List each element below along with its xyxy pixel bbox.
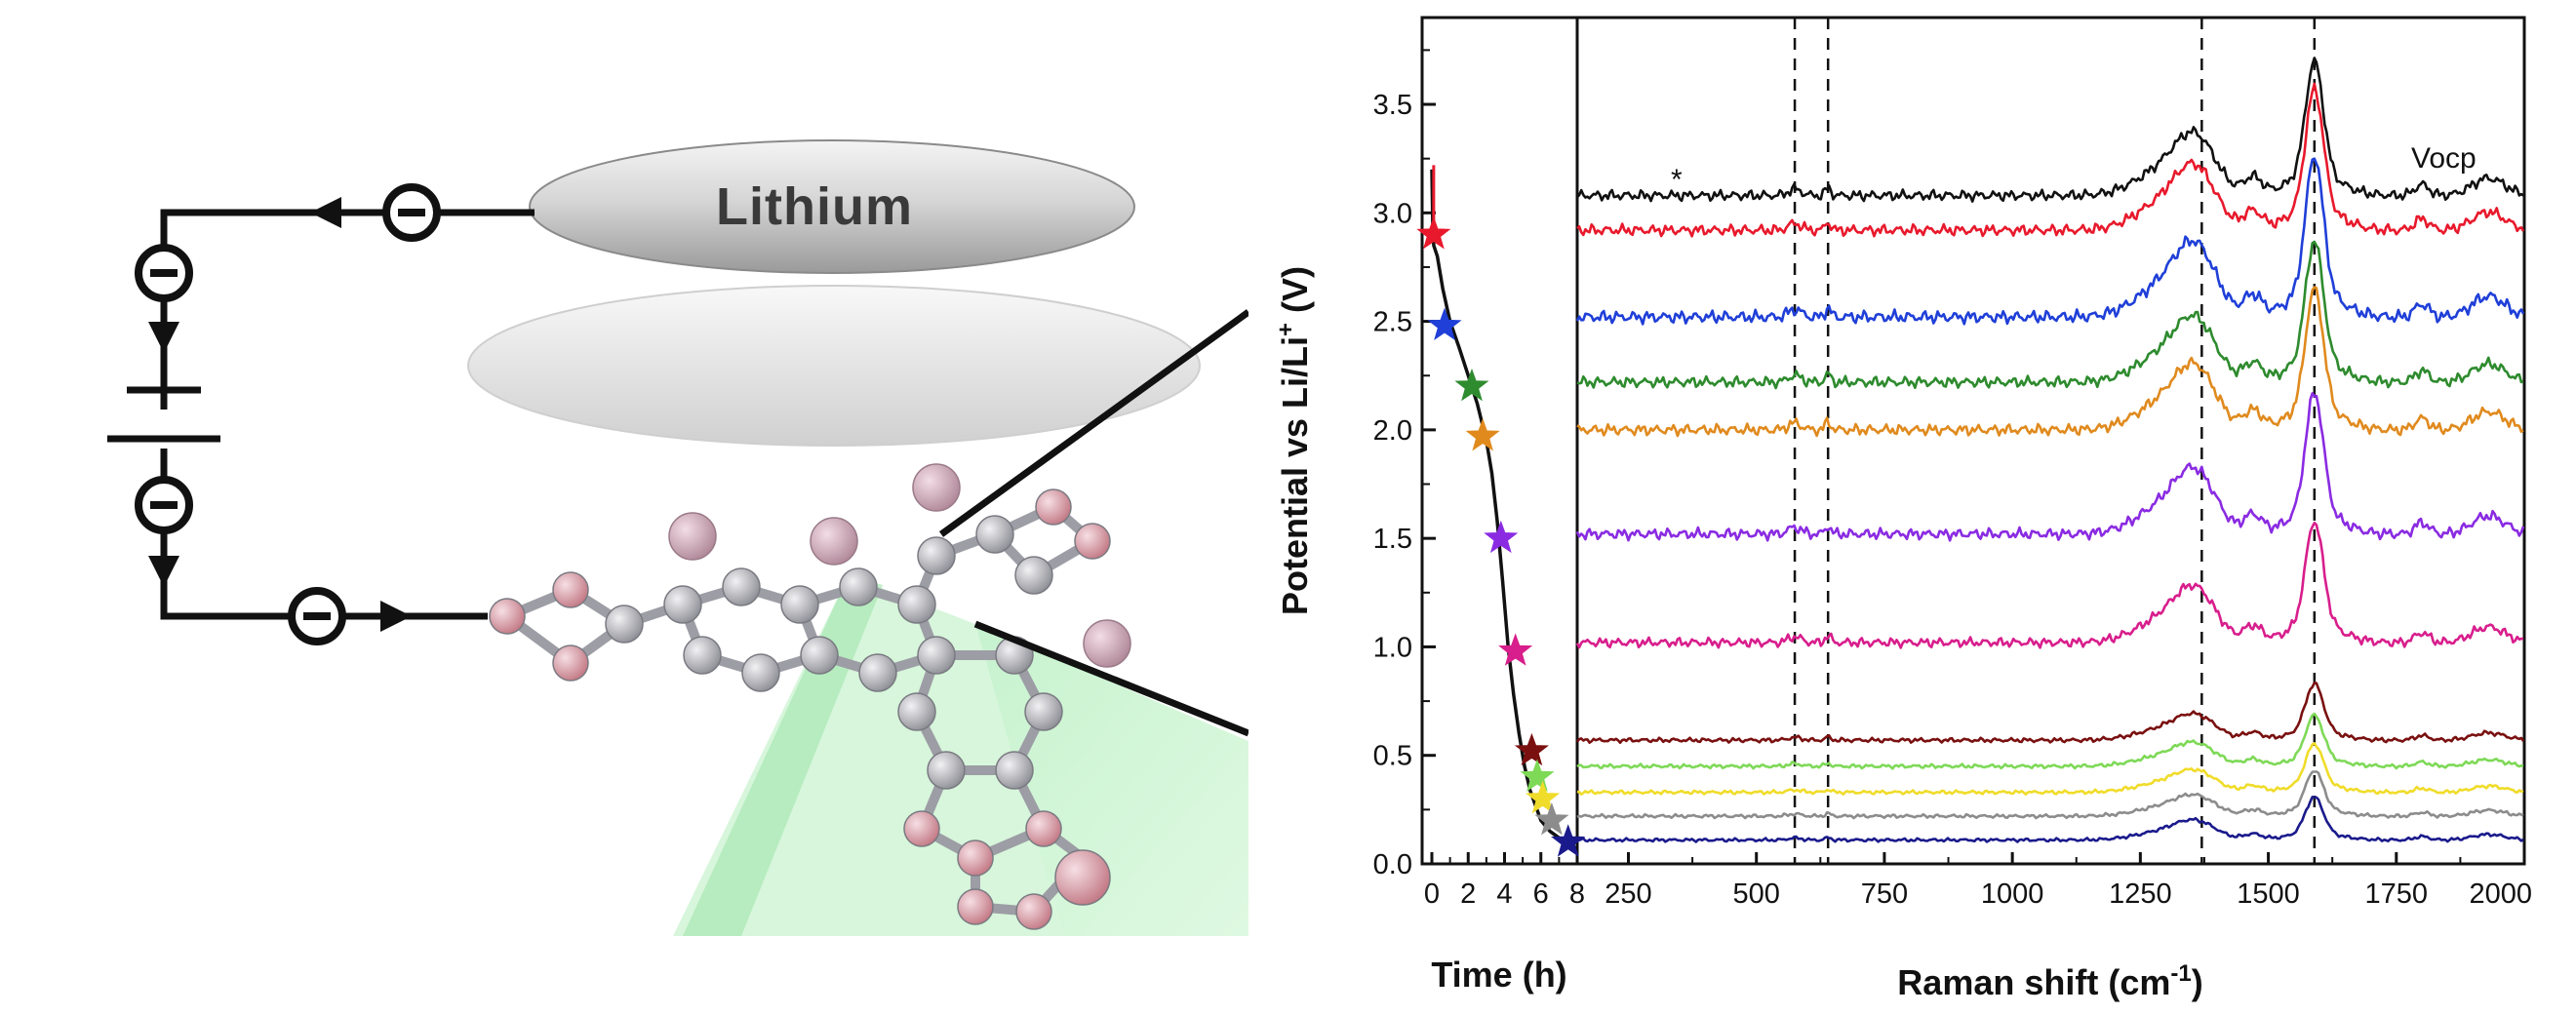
star-marker [1427, 307, 1462, 340]
y-axis-title: Potential vs Li/Li+ (V) [1273, 266, 1315, 615]
raman-tick-label: 1000 [1981, 878, 2044, 910]
lithium-label: Lithium [716, 177, 913, 236]
molecule-atoms [489, 488, 1111, 930]
time-tick-label: 6 [1533, 878, 1549, 910]
zoom-line-upper [938, 309, 1251, 537]
star-marker [1454, 368, 1489, 402]
raman-tick-label: 250 [1605, 878, 1651, 910]
y-axis: 0.0 0.5 1.0 1.5 2.0 2.5 3.0 3.5 [1373, 49, 1436, 880]
star-marker [1498, 633, 1533, 666]
raman-spectrum-line [1576, 682, 2525, 744]
raman-spectrum-line [1576, 286, 2524, 438]
raman-axis-title: Raman shift (cm-1) [1897, 960, 2202, 1002]
electrode-lower-disc [467, 285, 1201, 447]
time-tick-label: 2 [1460, 878, 1476, 910]
y-tick-label: 3.0 [1373, 198, 1412, 229]
schematic-crop [1248, 0, 1268, 1015]
star-marker [1534, 802, 1569, 836]
star-marker [1484, 520, 1519, 554]
raman-spectrum-line [1575, 392, 2525, 542]
raman-axis: 250 500 750 1000 1250 1500 1750 2000 [1605, 852, 2532, 910]
raman-spectrum-line [1576, 796, 2524, 843]
time-tick-label: 8 [1569, 878, 1585, 910]
star-marker [1416, 216, 1451, 250]
raman-spectra [1575, 57, 2525, 843]
time-tick-label: 4 [1496, 878, 1512, 910]
lithium-ions [668, 463, 1131, 668]
raman-spectrum-line [1575, 522, 2524, 649]
raman-tick-label: 1500 [2237, 878, 2300, 910]
y-tick-label: 1.0 [1373, 632, 1412, 663]
y-tick-label: 0.0 [1373, 849, 1412, 880]
battery-schematic: Lithium [107, 0, 1268, 1015]
discharge-curve-line [1430, 169, 1569, 844]
raman-tick-label: 1250 [2109, 878, 2172, 910]
raman-tick-label: 750 [1861, 878, 1908, 910]
y-tick-label: 1.5 [1373, 524, 1412, 555]
star-marker [1514, 732, 1549, 766]
raman-tick-label: 2000 [2469, 878, 2532, 910]
time-tick-label: 0 [1424, 878, 1440, 910]
raman-spectrum-line [1575, 157, 2525, 326]
star-marker [1520, 759, 1555, 792]
electron-symbols [135, 183, 441, 645]
star-marker [1465, 418, 1500, 451]
star-marker [1525, 780, 1561, 814]
discharge-curve [1430, 165, 1569, 844]
zoom-line-lower [973, 620, 1250, 737]
y-tick-label: 2.0 [1373, 415, 1412, 447]
y-tick-label: 3.5 [1373, 90, 1412, 121]
current-arrows [148, 197, 412, 632]
raman-spectrum-line [1576, 57, 2524, 203]
lithium-electrode-disc [529, 139, 1135, 274]
discharge-markers [1416, 216, 1586, 857]
dashed-reference-lines [1793, 18, 2317, 864]
raman-spectrum-line [1576, 742, 2524, 796]
raman-tick-label: 1750 [2365, 878, 2429, 910]
star-marker [1551, 824, 1586, 857]
y-tick-label: 2.5 [1373, 307, 1412, 338]
y-tick-label: 0.5 [1373, 741, 1412, 772]
vocp-label: Vocp [2411, 142, 2477, 175]
raman-spectrum-line [1576, 82, 2525, 238]
raman-spectrum-line [1576, 770, 2524, 820]
plot-frame [1420, 16, 2526, 866]
raman-spectrum-line [1576, 240, 2524, 390]
time-axis-title: Time (h) [1431, 955, 1566, 995]
raman-tick-label: 500 [1733, 878, 1780, 910]
raman-spectrum-line [1576, 712, 2524, 770]
asterisk-label: * [1671, 164, 1683, 196]
